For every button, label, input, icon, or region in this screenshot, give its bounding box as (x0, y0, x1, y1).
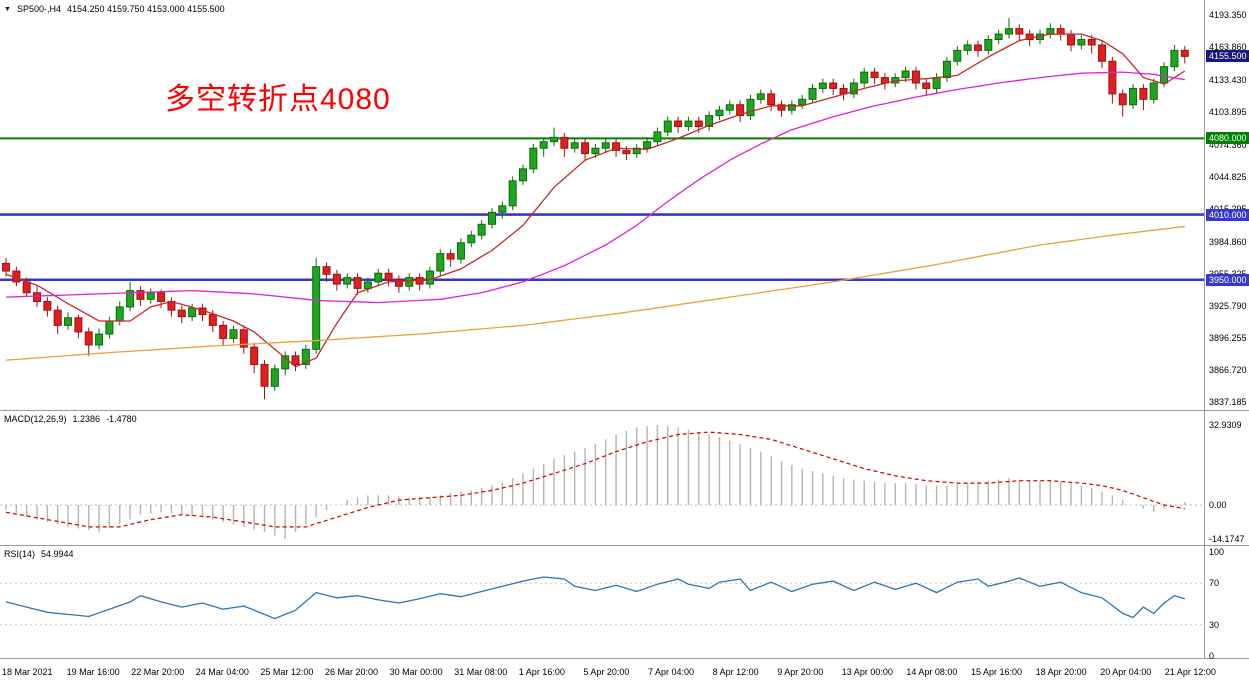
rsi-axis-label: 70 (1209, 578, 1220, 589)
time-axis-label: 18 Mar 2021 (2, 667, 53, 677)
time-axis-label: 19 Mar 16:00 (66, 667, 120, 677)
time-axis[interactable]: 18 Mar 2021 19 Mar 16:00 22 Mar 20:00 24 Ma… (0, 660, 1249, 685)
price-axis-label: 3925.790 (1209, 301, 1247, 312)
macd-signal-value: -1.4780 (106, 414, 137, 424)
time-axis-label: 7 Apr 04:00 (648, 667, 695, 677)
macd-panel[interactable]: MACD(12,26,9) 1.2386 -1.4780 32.9309 0.00… (0, 411, 1249, 546)
macd-axis-label: 32.9309 (1209, 419, 1242, 430)
macd-axis[interactable]: 32.9309 0.00 -14.1747 (1204, 411, 1249, 545)
ohlc-values: 4154.250 4159.750 4153.000 4155.500 (66, 4, 225, 14)
time-axis-label: 31 Mar 08:00 (454, 667, 508, 677)
price-axis-label: 3896.255 (1209, 333, 1247, 344)
symbol-dropdown-icon[interactable]: ▼ (4, 5, 11, 13)
rsi-chart[interactable] (0, 546, 1204, 658)
price-axis-label: 4193.350 (1209, 10, 1247, 21)
macd-indicator-name: MACD(12,26,9) (4, 414, 67, 424)
rsi-label: RSI(14) 54.9944 (4, 549, 74, 559)
macd-value: 1.2386 (72, 414, 101, 424)
time-axis-label: 24 Mar 04:00 (195, 667, 249, 677)
rsi-panel[interactable]: RSI(14) 54.9944 100 70 30 0 (0, 546, 1249, 661)
candlestick-chart[interactable] (0, 0, 1204, 410)
time-axis-label: 14 Apr 08:00 (906, 667, 958, 677)
price-axis-label: 4044.825 (1209, 171, 1247, 182)
price-level-badge: 4080.000 (1206, 132, 1249, 145)
time-axis-label: 9 Apr 20:00 (777, 667, 824, 677)
time-axis-label: 26 Mar 20:00 (325, 667, 379, 677)
time-axis-label: 15 Apr 16:00 (971, 667, 1023, 677)
price-level-badge: 4155.500 (1206, 50, 1249, 63)
macd-label: MACD(12,26,9) 1.2386 -1.4780 (4, 414, 137, 424)
price-axis[interactable]: 4193.350 4163.860 4133.430 4103.895 4074.360… (1204, 0, 1249, 410)
time-axis-label: 25 Mar 12:00 (260, 667, 314, 677)
price-axis-label: 3984.860 (1209, 236, 1247, 247)
rsi-axis-label: 0 (1209, 651, 1215, 661)
symbol-timeframe-label: SP500-,H4 (16, 4, 61, 14)
price-axis-label: 4133.430 (1209, 75, 1247, 86)
time-axis-label: 1 Apr 16:00 (518, 667, 565, 677)
rsi-indicator-name: RSI(14) (4, 549, 36, 559)
time-axis-label: 13 Apr 00:00 (841, 667, 893, 677)
rsi-value: 54.9944 (41, 549, 74, 559)
price-axis-label: 3866.720 (1209, 365, 1247, 376)
annotation-text: 多空转折点4080 (165, 83, 391, 116)
time-axis-label: 5 Apr 20:00 (583, 667, 630, 677)
price-level-badge: 4010.000 (1206, 208, 1249, 221)
time-axis-label: 8 Apr 12:00 (712, 667, 759, 677)
rsi-axis-label: 30 (1209, 619, 1220, 630)
price-axis-label: 4074.360 (1209, 139, 1247, 150)
time-axis-label: 30 Mar 00:00 (389, 667, 443, 677)
chart-header: ▼ SP500-,H4 4154.250 4159.750 4153.000 4… (4, 4, 225, 14)
rsi-axis[interactable]: 100 70 30 0 (1204, 546, 1249, 661)
price-axis-label: 4103.895 (1209, 107, 1247, 118)
price-axis-label: 3837.185 (1209, 397, 1247, 408)
price-level-badge: 3950.000 (1206, 273, 1249, 286)
rsi-axis-label: 100 (1209, 547, 1225, 557)
time-axis-label: 22 Mar 20:00 (131, 667, 185, 677)
time-axis-label: 20 Apr 04:00 (1100, 667, 1152, 677)
time-axis-label: 21 Apr 12:00 (1164, 667, 1216, 677)
time-axis-label: 18 Apr 20:00 (1035, 667, 1087, 677)
macd-axis-label: -14.1747 (1209, 534, 1245, 545)
price-axis-label: 4163.860 (1209, 42, 1247, 53)
macd-chart[interactable] (0, 411, 1204, 545)
main-chart-panel[interactable]: ▼ SP500-,H4 4154.250 4159.750 4153.000 4… (0, 0, 1249, 411)
macd-axis-label: 0.00 (1209, 500, 1227, 510)
